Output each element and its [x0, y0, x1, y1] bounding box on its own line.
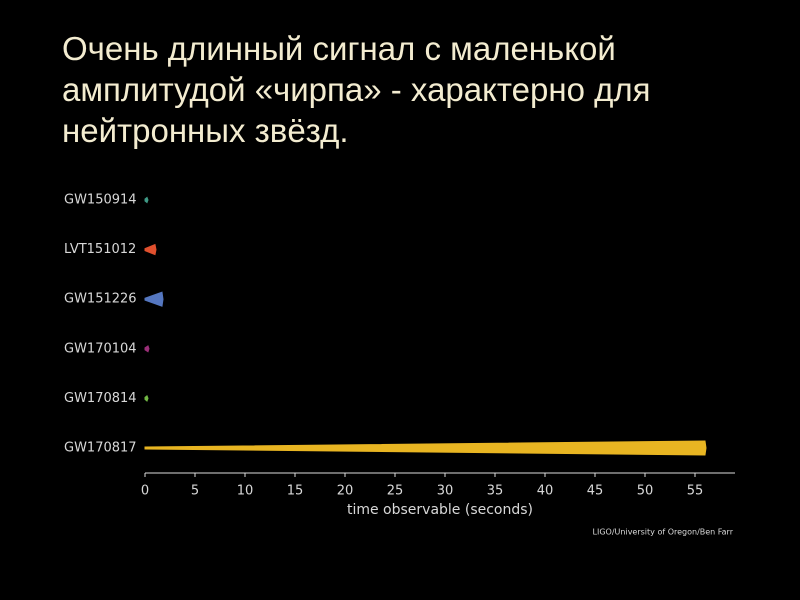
x-tick-label: 25 — [387, 484, 404, 499]
y-tick-label: GW151226 — [64, 292, 137, 307]
x-tick-label: 35 — [487, 484, 504, 499]
credit: LIGO/University of Oregon/Ben Farr — [593, 528, 734, 537]
x-tick-label: 5 — [191, 484, 199, 499]
y-tick-label: LVT151012 — [64, 242, 136, 257]
y-tick-label: GW170817 — [64, 441, 137, 456]
chirp-signal — [144, 196, 149, 204]
slide-title: Очень длинный сигнал с маленькой амплиту… — [62, 30, 651, 149]
x-axis-label: time observable (seconds) — [347, 502, 533, 518]
y-tick-label: GW170814 — [64, 391, 137, 406]
x-tick-label: 40 — [537, 484, 554, 499]
y-tick-label: GW170104 — [64, 341, 137, 356]
chirp-signal — [144, 243, 157, 256]
x-tick-label: 0 — [141, 484, 149, 499]
x-tick-label: 10 — [237, 484, 254, 499]
x-tick-label: 50 — [637, 484, 654, 499]
chirp-signal — [144, 394, 149, 402]
chirp-signal — [144, 440, 707, 456]
x-tick-label: 45 — [587, 484, 604, 499]
chirp-signal — [144, 291, 164, 307]
chirp-signal — [144, 345, 150, 353]
x-tick-label: 15 — [287, 484, 304, 499]
x-tick-label: 30 — [437, 484, 454, 499]
x-tick-label: 20 — [337, 484, 354, 499]
x-tick-label: 55 — [687, 484, 704, 499]
y-tick-label: GW150914 — [64, 193, 137, 208]
